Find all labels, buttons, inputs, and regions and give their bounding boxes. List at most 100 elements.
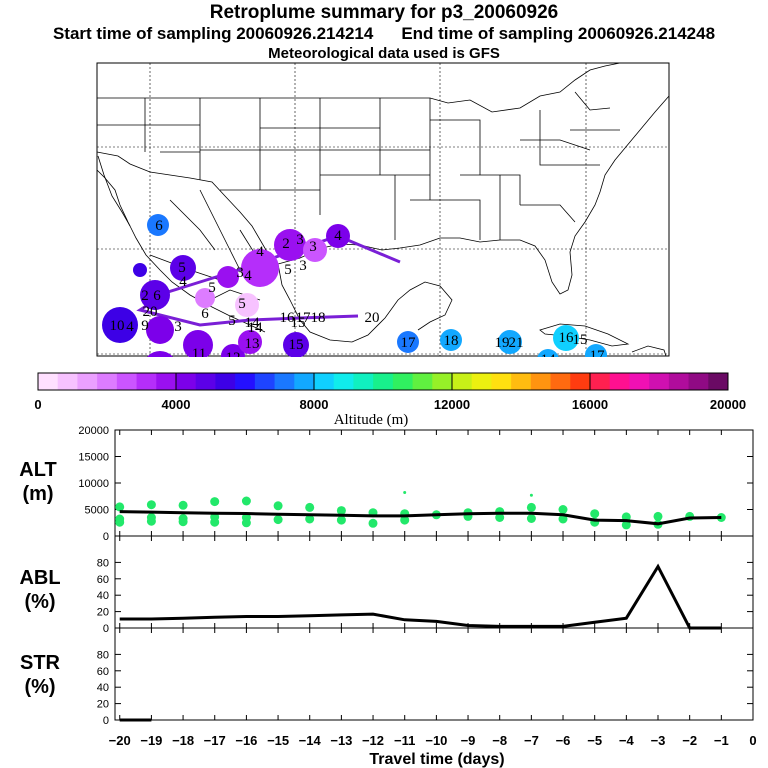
colorbar-tick-label: 8000	[300, 397, 329, 412]
colorbar-tick-label: 4000	[162, 397, 191, 412]
x-tick-label: −7	[524, 733, 539, 748]
colorbar-swatch	[274, 373, 295, 390]
x-tick-label: −9	[461, 733, 476, 748]
y-tick-label: 0	[103, 531, 109, 543]
y-tick-label: 10000	[78, 478, 109, 490]
x-tick-label: −11	[394, 733, 415, 748]
trajectory-label: 4	[126, 319, 134, 335]
trajectory-label: 21	[509, 335, 524, 351]
altitude-point	[336, 506, 346, 516]
colorbar-swatch	[452, 373, 473, 390]
altitude-point	[336, 515, 346, 525]
altitude-point	[558, 514, 568, 524]
altitude-point	[590, 509, 600, 519]
colorbar-swatch	[511, 373, 532, 390]
y-tick-label: 40	[97, 590, 109, 602]
colorbar-swatch	[195, 373, 216, 390]
altitude-point	[495, 513, 505, 522]
x-tick-label: −13	[330, 733, 352, 748]
plume-circle	[440, 329, 462, 351]
x-tick-label: −2	[682, 733, 697, 748]
altitude-point	[558, 505, 568, 514]
colorbar-swatch	[77, 373, 98, 390]
trajectory-label: 18	[311, 310, 326, 326]
us-mexico-border	[96, 151, 279, 265]
colorbar-tick-label: 12000	[434, 397, 470, 412]
trajectory-label: 3	[236, 265, 244, 281]
map-frame	[96, 62, 670, 357]
altitude-point	[210, 517, 220, 527]
trajectory-label: 3	[296, 232, 304, 248]
y-tick-label: 60	[97, 666, 109, 678]
x-tick-label: −19	[140, 733, 162, 748]
trajectory-label: 6	[201, 306, 209, 322]
trajectory-label: 5	[284, 262, 292, 278]
altitude-point	[529, 493, 533, 497]
abl-ylabel: ABL (%)	[19, 567, 60, 613]
plume-circle	[241, 249, 279, 287]
colorbar-swatch	[649, 373, 670, 390]
colorbar-swatch	[333, 373, 354, 390]
altitude-point	[146, 516, 156, 526]
chart-title: Retroplume summary for p3_20060926	[209, 2, 559, 23]
plume-circle	[283, 332, 309, 358]
trajectory-label: 15	[291, 315, 306, 331]
trajectory-label: 17	[296, 310, 312, 326]
colorbar-ticks: 0 4000 8000 12000 16000 20000	[34, 373, 746, 412]
y-tick-label: 80	[97, 649, 109, 661]
altitude-point	[210, 497, 220, 507]
altitude-point	[115, 502, 125, 512]
baja-coast	[97, 155, 131, 227]
colorbar-swatch	[708, 373, 729, 390]
y-tick-label: 60	[97, 574, 109, 586]
plume-circle	[102, 307, 138, 343]
y-tick-label: 20	[97, 699, 109, 711]
colorbar-swatch	[471, 373, 492, 390]
altitude-point	[621, 520, 631, 530]
plume-circle	[303, 238, 327, 262]
colorbar-swatch	[136, 373, 157, 390]
colorbar-swatch	[176, 373, 197, 390]
trajectory-label: 6	[155, 218, 163, 234]
y-tick-label: 0	[103, 715, 109, 727]
trajectory-label: 16	[280, 310, 296, 326]
x-tick-label: −5	[587, 733, 602, 748]
x-tick-label: −4	[619, 733, 635, 748]
time-series-panels: 20000 15000 10000 5000 0 80 60 40 20 0 80 60 40 20 0	[78, 425, 754, 727]
trajectory-label: 13	[245, 336, 260, 352]
plume-circle	[133, 263, 147, 277]
colorbar-swatch	[156, 373, 177, 390]
altitude-point	[653, 511, 663, 521]
x-tick-label: −17	[204, 733, 226, 748]
altitude-point	[115, 517, 125, 527]
colorbar-swatch	[314, 373, 335, 390]
trajectory-label: 20	[365, 310, 380, 326]
trajectory-label: 3	[299, 258, 307, 274]
colorbar: 0 4000 8000 12000 16000 20000 Altitude (m)	[34, 372, 746, 428]
y-tick-label: 20	[97, 607, 109, 619]
abl-panel: 80 60 40 20 0	[97, 535, 754, 635]
colorbar-swatch	[215, 373, 236, 390]
trajectory-label: 3	[174, 319, 182, 335]
colorbar-tick-label: 16000	[572, 397, 608, 412]
mexico-coastline	[277, 263, 453, 343]
trajectory-label: 4	[179, 274, 187, 290]
plume-circle	[397, 331, 419, 353]
colorbar-swatch	[629, 373, 650, 390]
plume-circle	[326, 224, 350, 248]
colorbar-swatch	[254, 373, 276, 390]
colorbar-swatch	[609, 373, 630, 390]
colorbar-swatch	[392, 373, 414, 390]
trajectory-label: 5	[228, 313, 236, 329]
x-tick-label: −15	[267, 733, 289, 748]
plume-circle	[183, 330, 213, 360]
x-tick-label: −10	[425, 733, 447, 748]
colorbar-swatch	[57, 373, 78, 390]
abl-frame	[114, 535, 754, 629]
str-ylabel: STR (%)	[20, 652, 61, 698]
x-tick-label: −6	[556, 733, 571, 748]
end-time-label: End time of sampling 20060926.214248	[401, 24, 716, 43]
altitude-point	[305, 502, 315, 512]
plume-circle	[170, 255, 196, 281]
